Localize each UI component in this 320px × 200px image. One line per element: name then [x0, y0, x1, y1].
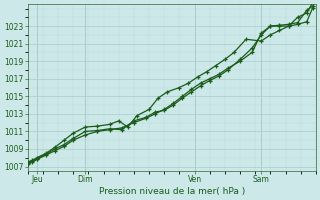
X-axis label: Pression niveau de la mer( hPa ): Pression niveau de la mer( hPa ) [99, 187, 245, 196]
